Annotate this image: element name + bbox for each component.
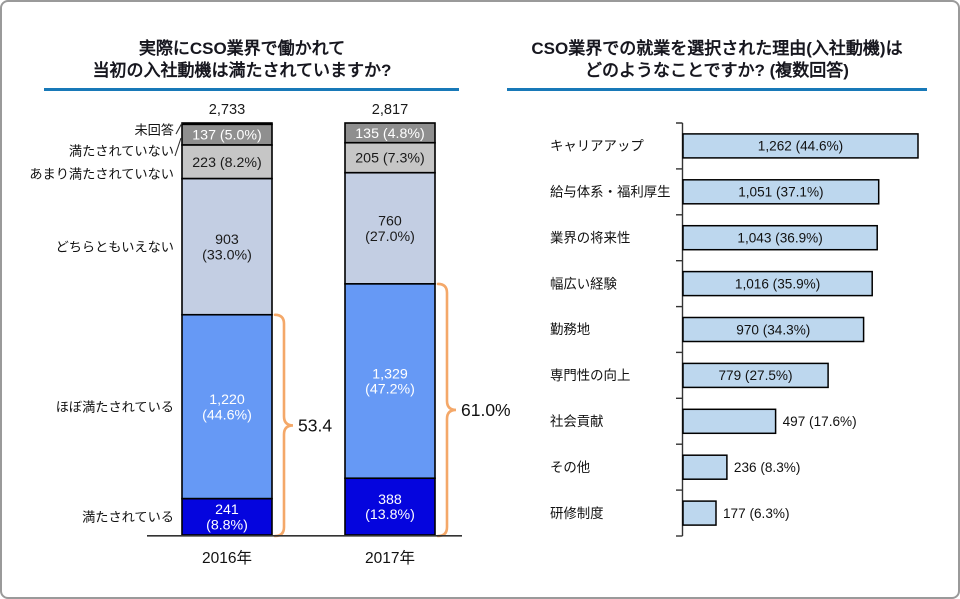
- right-category-label: 専門性の向上: [550, 368, 630, 383]
- right-bar-5: [682, 362, 829, 389]
- right-bar-value-label: 779 (27.5%): [718, 368, 792, 383]
- brace-2017年: [436, 282, 457, 538]
- left-category-label: どちらともいえない: [56, 239, 174, 254]
- right-bar-6: [682, 408, 777, 435]
- left-bar-2017年-segment-4: [344, 283, 436, 480]
- brace-2016年: [273, 313, 294, 538]
- right-bar-0: [682, 133, 919, 159]
- column-total-label: 2,817: [372, 102, 409, 118]
- left-segment-value-label: (44.6%): [202, 407, 252, 423]
- column-total-label: 2,733: [209, 102, 246, 118]
- brace-value-label: 53.4: [298, 415, 332, 435]
- brace-value-label: 61.0%: [461, 400, 511, 420]
- right-bar-value-label: 970 (34.3%): [736, 322, 810, 337]
- right-chart-title-line2: どのようなことですか? (複数回答): [585, 61, 849, 80]
- right-bar-value-label: 1,051 (37.1%): [738, 185, 823, 200]
- right-bar-value-label: 177 (6.3%): [723, 506, 790, 521]
- left-segment-value-label: 903: [215, 232, 239, 248]
- right-category-label: 給与体系・福利厚生: [550, 185, 671, 200]
- right-bar-value-label: 497 (17.6%): [783, 414, 857, 429]
- right-category-label: 勤務地: [550, 322, 590, 337]
- leader-line-no-answer: [175, 122, 183, 135]
- left-segment-value-label: (27.0%): [365, 229, 415, 245]
- right-category-label: 社会貢献: [550, 414, 604, 429]
- year-axis-label: 2017年: [365, 549, 415, 567]
- right-category-label: 業界の将来性: [550, 230, 630, 245]
- right-category-label: 研修制度: [550, 506, 604, 521]
- left-chart-title: 実際にCSO業界で働かれて 当初の入社動機は満たされていますか?: [12, 38, 472, 82]
- left-segment-value-label: (8.8%): [206, 517, 248, 533]
- left-segment-value-label: 1,329: [372, 367, 408, 383]
- right-category-label: キャリアアップ: [550, 139, 644, 154]
- left-segment-value-label: 388: [378, 492, 402, 508]
- right-bar-value-label: 236 (8.3%): [734, 460, 801, 475]
- left-bar-2016年-segment-5: [181, 497, 273, 536]
- right-bar-value-label: 1,043 (36.9%): [737, 231, 822, 246]
- left-segment-value-label: 1,220: [209, 392, 245, 408]
- left-bar-2016年-segment-2: [181, 144, 273, 180]
- right-bar-4: [682, 316, 865, 343]
- left-bar-2016年-segment-4: [181, 313, 273, 500]
- left-segment-value-label: (13.8%): [365, 507, 415, 523]
- right-chart-title-line1: CSO業界での就業を選択された理由(入社動機)は: [531, 39, 903, 58]
- right-bar-value-label: 1,016 (35.9%): [735, 276, 820, 291]
- right-bar-2: [682, 224, 878, 251]
- left-category-label: あまり満たされていない: [29, 167, 174, 182]
- left-segment-value-label: (33.0%): [202, 247, 252, 263]
- left-segment-value-label: 241: [215, 502, 239, 518]
- right-bar-3: [682, 270, 873, 297]
- right-chart-title: CSO業界での就業を選択された理由(入社動機)は どのようなことですか? (複数…: [487, 38, 947, 82]
- left-category-label: 満たされていない: [69, 144, 174, 159]
- right-title-rule: [507, 88, 927, 91]
- left-category-label: 満たされている: [82, 509, 174, 524]
- left-chart-title-line2: 当初の入社動機は満たされていますか?: [92, 61, 392, 80]
- left-segment-value-label: 135 (4.8%): [355, 126, 424, 142]
- left-bar-2017年-segment-5: [344, 477, 436, 536]
- leader-line-not-satisfied: [174, 137, 182, 157]
- left-segment-value-label: 205 (7.3%): [355, 151, 424, 167]
- left-category-label: 未回答: [134, 122, 174, 138]
- right-bar-1: [682, 179, 880, 205]
- right-bar-value-label: 1,262 (44.6%): [758, 139, 843, 154]
- left-title-rule: [44, 88, 459, 91]
- year-axis-label: 2016年: [202, 549, 252, 567]
- left-segment-value-label: 760: [378, 214, 402, 230]
- left-segment-value-label: 137 (5.0%): [192, 128, 261, 144]
- left-chart-title-line1: 実際にCSO業界で働かれて: [138, 39, 346, 58]
- left-category-label: ほぼ満たされている: [56, 399, 174, 414]
- right-bar-7: [682, 454, 728, 480]
- right-category-label: 幅広い経験: [550, 276, 618, 291]
- left-segment-value-label: (47.2%): [365, 382, 415, 398]
- right-category-label: その他: [550, 460, 590, 475]
- left-segment-value-label: 223 (8.2%): [192, 155, 261, 171]
- left-bar-2016年-segment-3: [181, 177, 273, 316]
- right-bar-8: [682, 500, 717, 526]
